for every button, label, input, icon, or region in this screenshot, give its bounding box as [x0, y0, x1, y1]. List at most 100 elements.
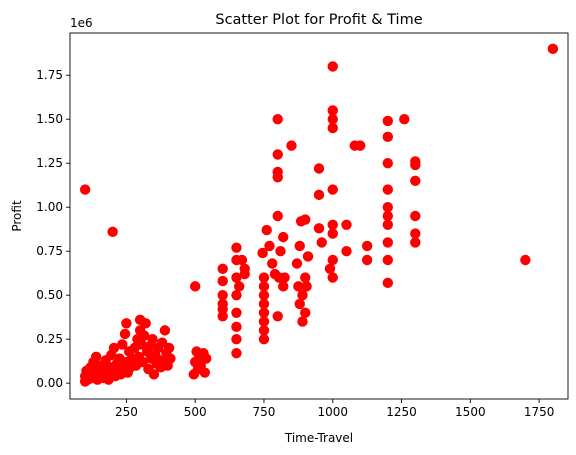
scatter-point — [301, 281, 312, 292]
scatter-point — [231, 242, 242, 253]
scatter-point — [258, 307, 270, 318]
scatter-point — [119, 328, 131, 340]
scatter-point — [300, 272, 311, 283]
scatter-point — [261, 224, 272, 236]
scatter-point — [327, 105, 338, 116]
scatter-point — [163, 342, 175, 354]
scatter-point — [159, 325, 171, 336]
scatter-point — [291, 258, 303, 269]
x-tick-label: 1500 — [455, 405, 486, 419]
scatter-point — [382, 210, 393, 222]
scatter-point — [239, 263, 250, 274]
scatter-point — [297, 289, 308, 301]
scatter-point — [234, 281, 245, 292]
scatter-point — [382, 131, 393, 143]
scatter-point — [294, 240, 305, 252]
scatter-point — [258, 272, 270, 283]
x-axis-title: Time-Travel — [284, 431, 353, 445]
scatter-point — [382, 158, 393, 169]
y-tick-label: 1.00 — [36, 200, 63, 214]
scatter-point — [231, 321, 242, 333]
scatter-point — [275, 245, 286, 257]
x-tick-label: 1250 — [386, 405, 417, 419]
scatter-point — [382, 237, 393, 248]
scatter-point — [231, 307, 242, 318]
scatter-point — [382, 254, 393, 266]
scatter-point — [300, 214, 311, 225]
scatter-point — [382, 277, 393, 289]
scatter-point — [79, 184, 91, 195]
scatter-point — [139, 330, 150, 341]
scatter-point — [327, 228, 338, 239]
scatter-point — [278, 281, 289, 292]
scatter-point — [272, 172, 283, 183]
scatter-point — [258, 281, 270, 292]
scatter-point — [231, 333, 242, 345]
scatter-point — [231, 272, 242, 283]
scatter-point — [327, 184, 338, 195]
scatter-point — [217, 304, 228, 315]
scatter-point — [189, 281, 201, 292]
x-tick-label: 1750 — [524, 405, 555, 419]
scatter-point — [355, 140, 366, 151]
scatter-point — [258, 325, 270, 336]
scatter-point — [258, 316, 270, 327]
y-tick-label: 0.25 — [36, 332, 63, 346]
scatter-point — [231, 348, 242, 359]
scatter-point — [324, 263, 336, 274]
scatter-point — [316, 237, 327, 248]
scatter-point — [258, 333, 270, 345]
y-axis-title: Profit — [10, 200, 24, 232]
scatter-point — [148, 369, 160, 380]
scatter-point — [136, 339, 147, 350]
scatter-point — [107, 226, 118, 238]
scatter-point — [231, 289, 242, 301]
scatter-point — [382, 115, 393, 127]
scatter-point — [165, 353, 176, 364]
scatter-point — [147, 333, 158, 345]
scatter-point — [410, 175, 421, 187]
scatter-point — [272, 311, 283, 322]
scatter-point — [547, 43, 559, 55]
scatter-point — [410, 228, 421, 239]
scatter-point — [410, 210, 421, 222]
scatter-point — [361, 254, 373, 266]
x-tick-label: 1000 — [317, 405, 348, 419]
scatter-point — [382, 219, 393, 230]
scatter-point — [313, 163, 325, 174]
plot-area-frame — [69, 32, 569, 400]
scatter-point — [217, 263, 228, 274]
scatter-point — [199, 367, 211, 378]
scatter-point — [297, 316, 308, 327]
scatter-point — [278, 231, 289, 243]
scatter-point — [267, 258, 278, 269]
scatter-point — [258, 289, 270, 301]
y-axis-offset-label: 1e6 — [70, 16, 93, 30]
scatter-point — [236, 254, 248, 266]
x-tick-label: 500 — [184, 405, 207, 419]
scatter-point — [327, 272, 338, 283]
scatter-point — [279, 272, 290, 283]
scatter-point — [382, 184, 393, 195]
scatter-point — [313, 223, 325, 234]
scatter-point — [217, 275, 228, 287]
scatter-point — [327, 219, 338, 230]
scatter-point — [121, 318, 132, 329]
x-tick-label: 750 — [253, 405, 276, 419]
scatter-point — [140, 318, 151, 329]
scatter-point — [272, 114, 283, 125]
y-tick-label: 1.50 — [36, 112, 63, 126]
scatter-point — [264, 240, 275, 252]
scatter-point — [272, 210, 283, 222]
scatter-point — [341, 219, 352, 230]
y-tick-label: 0.00 — [36, 376, 63, 390]
axis-ticks: 250 500 750 1000 1250 1500 1750 0.00 0.25 0.50 0.7… — [36, 68, 554, 419]
scatter-point — [327, 122, 338, 134]
scatter-point — [382, 202, 393, 213]
scatter-point — [410, 159, 421, 171]
scatter-point — [217, 289, 228, 301]
scatter-point — [399, 114, 410, 125]
scatter-point — [520, 254, 531, 266]
scatter-point — [327, 114, 338, 125]
